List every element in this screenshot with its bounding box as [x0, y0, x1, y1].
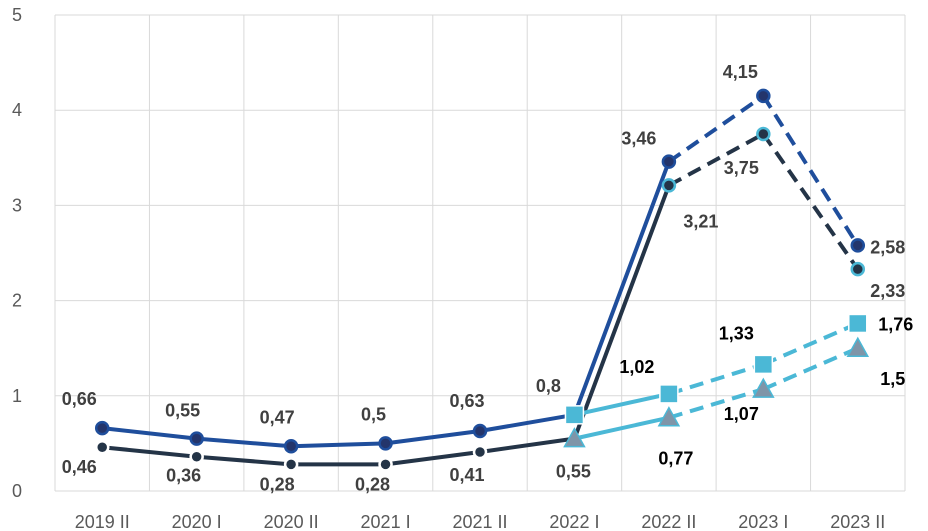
y-tick-label: 0 — [12, 481, 22, 501]
x-tick-label: 2022 II — [641, 512, 696, 531]
line-segment-cyan — [762, 321, 859, 367]
line-segment-navy — [761, 132, 860, 271]
data-label-blue: 0,63 — [449, 391, 484, 411]
point-navy — [94, 439, 110, 455]
data-label-navy: 0,36 — [166, 466, 201, 486]
line-segment-blue — [100, 426, 199, 441]
line-segment-cyan — [668, 362, 764, 396]
point-navy — [756, 126, 771, 142]
data-label-blue: 0,47 — [260, 407, 295, 427]
point-blue — [94, 420, 110, 436]
line-segment-blue — [667, 94, 765, 164]
y-axis-ticks: 0 1 2 3 4 5 — [12, 5, 22, 501]
point-navy — [283, 457, 299, 472]
point-teal — [657, 406, 681, 427]
data-labels: 0,66 0,55 0,47 0,5 0,63 0,8 3,46 4,15 2,58 0,46 0,… — [62, 62, 914, 494]
point-teal — [563, 427, 586, 448]
x-tick-label: 2021 II — [452, 512, 507, 531]
y-tick-label: 2 — [12, 291, 22, 311]
data-label-navy: 3,21 — [683, 211, 718, 231]
x-tick-label: 2020 II — [264, 512, 319, 531]
data-label-blue: 0,5 — [361, 404, 386, 424]
y-tick-label: 4 — [12, 100, 22, 120]
data-label-blue: 0,66 — [62, 389, 97, 409]
point-cyan — [659, 384, 679, 404]
data-label-navy: 0,28 — [355, 474, 390, 494]
y-tick-label: 1 — [12, 386, 22, 406]
line-segment-blue — [478, 412, 577, 434]
line-segment-teal — [762, 346, 859, 391]
x-tick-label: 2022 I — [549, 512, 599, 531]
data-label-cyan: 1,33 — [719, 323, 754, 343]
line-segment-blue — [194, 436, 294, 449]
line-segment-blue — [383, 429, 482, 446]
line-segment-teal — [572, 415, 671, 441]
data-label-navy: 2,33 — [870, 281, 905, 301]
series-lines — [100, 94, 860, 467]
line-segment-cyan — [572, 391, 671, 417]
data-label-navy: 0,46 — [62, 457, 97, 477]
data-label-cyan: 1,76 — [878, 314, 913, 334]
data-label-navy: 0,55 — [556, 462, 591, 482]
line-segment-navy — [667, 132, 765, 188]
point-teal — [846, 336, 870, 357]
y-tick-label: 3 — [12, 195, 22, 215]
x-tick-label: 2021 I — [361, 512, 411, 531]
point-teal — [752, 377, 775, 398]
data-label-teal: 1,5 — [880, 369, 905, 389]
point-cyan — [753, 354, 774, 375]
point-blue — [756, 88, 771, 104]
line-segment-blue — [289, 441, 388, 449]
data-label-navy: 0,41 — [449, 465, 484, 485]
point-navy — [850, 261, 866, 277]
data-label-blue: 3,46 — [621, 129, 656, 149]
point-blue — [850, 238, 866, 253]
point-navy — [661, 178, 677, 193]
point-blue — [378, 436, 393, 451]
line-segment-navy — [100, 445, 199, 459]
point-blue — [472, 423, 488, 439]
data-label-teal: 0,77 — [658, 449, 693, 469]
line-segment-teal — [668, 387, 764, 420]
x-tick-label: 2023 I — [738, 512, 788, 531]
line-segment-navy — [194, 454, 294, 467]
point-cyan — [564, 405, 585, 425]
y-tick-label: 5 — [12, 5, 22, 25]
point-blue — [283, 439, 299, 454]
data-label-navy: 3,75 — [724, 158, 759, 178]
series-markers — [94, 88, 870, 472]
point-cyan — [848, 313, 868, 334]
data-label-teal: 1,07 — [724, 404, 759, 424]
x-tick-label: 2023 II — [830, 512, 885, 531]
x-tick-label: 2019 II — [75, 512, 130, 531]
data-label-blue: 0,8 — [536, 376, 561, 396]
point-blue — [661, 154, 677, 169]
line-segment-blue — [572, 159, 671, 417]
line-segment-blue — [761, 94, 860, 247]
data-label-blue: 0,55 — [165, 401, 200, 421]
data-label-cyan: 1,02 — [619, 357, 654, 377]
x-tick-label: 2020 I — [172, 512, 222, 531]
line-segment-navy — [383, 449, 482, 467]
x-axis-ticks: 2019 II 2020 I 2020 II 2021 I 2021 II 2022 I 2… — [75, 512, 886, 531]
grid-lines — [54, 14, 906, 492]
point-blue — [189, 431, 204, 446]
line-segment-navy — [478, 436, 577, 454]
point-navy — [189, 449, 204, 464]
data-label-blue: 2,58 — [870, 237, 905, 257]
data-label-navy: 0,28 — [260, 474, 295, 494]
point-navy — [472, 444, 488, 460]
point-navy — [378, 457, 393, 472]
data-label-blue: 4,15 — [723, 62, 758, 82]
line-segment-navy — [572, 183, 671, 441]
